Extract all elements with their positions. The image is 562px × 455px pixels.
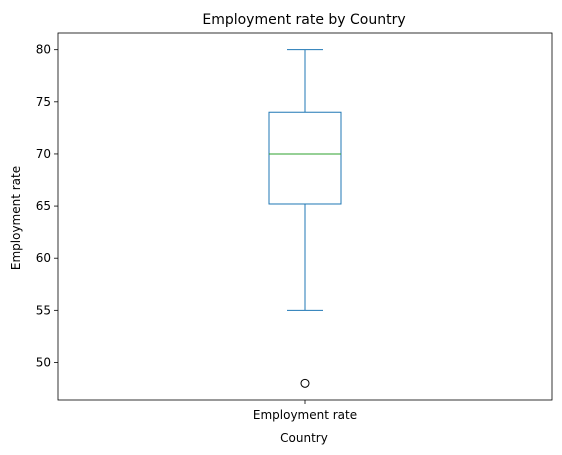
x-axis-ticks: Employment rate <box>253 400 357 422</box>
y-tick-label: 75 <box>36 95 51 109</box>
box-iqr <box>268 111 342 205</box>
y-tick-label: 65 <box>36 199 51 213</box>
y-axis-ticks: 50 55 60 65 70 75 80 <box>36 43 58 369</box>
chart-title: Employment rate by Country <box>202 12 405 28</box>
outlier-point <box>300 378 310 388</box>
box-group <box>268 49 342 388</box>
y-tick-label: 70 <box>36 147 51 161</box>
y-axis-title: Employment rate <box>9 166 23 270</box>
y-tick-label: 50 <box>36 355 51 369</box>
y-tick-label: 55 <box>36 303 51 317</box>
x-tick-label: Employment rate <box>253 408 357 422</box>
x-axis-title: Country <box>280 431 328 445</box>
y-tick-label: 80 <box>36 43 51 57</box>
y-tick-label: 60 <box>36 251 51 265</box>
plot-area-frame <box>57 32 553 401</box>
